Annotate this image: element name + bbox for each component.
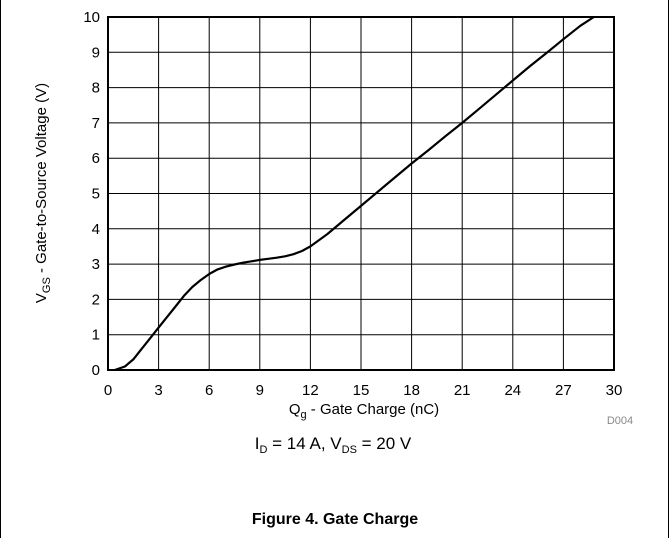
figure-caption: Figure 4. Gate Charge [252, 511, 418, 528]
test-conditions: ID = 14 A, VDS = 20 V [255, 434, 412, 456]
gate-charge-curve [114, 16, 595, 372]
x-tick-label: 30 [606, 382, 623, 399]
y-axis-label: VGS - Gate-to-Source Voltage (V) [33, 83, 53, 303]
y-tick-label: 8 [92, 80, 100, 97]
x-tick-label: 9 [256, 382, 264, 399]
y-tick-label: 3 [92, 256, 100, 273]
x-tick-label: 3 [154, 382, 162, 399]
x-tick-label: 24 [504, 382, 521, 399]
x-tick-labels: 0 3 6 9 12 15 18 21 24 27 30 [104, 382, 623, 399]
y-tick-label: 1 [92, 327, 100, 344]
x-tick-label: 12 [302, 382, 319, 399]
figure-code: D004 [607, 415, 633, 427]
y-tick-label: 6 [92, 150, 100, 167]
x-tick-label: 6 [205, 382, 213, 399]
x-tick-label: 15 [353, 382, 370, 399]
x-tick-label: 21 [454, 382, 471, 399]
y-tick-label: 5 [92, 186, 100, 203]
y-tick-label: 2 [92, 291, 100, 308]
y-tick-label: 0 [92, 362, 100, 379]
y-tick-labels: 0 1 2 3 4 5 6 7 8 9 10 [83, 9, 100, 379]
x-tick-label: 0 [104, 382, 112, 399]
plot-border [107, 16, 615, 371]
y-tick-label: 10 [83, 9, 100, 26]
x-tick-label: 27 [555, 382, 572, 399]
x-tick-label: 18 [403, 382, 420, 399]
x-axis-label: Qg - Gate Charge (nC) [289, 401, 439, 421]
y-tick-label: 7 [92, 115, 100, 132]
y-tick-label: 4 [92, 221, 100, 238]
y-tick-label: 9 [92, 44, 100, 61]
grid [108, 17, 614, 370]
